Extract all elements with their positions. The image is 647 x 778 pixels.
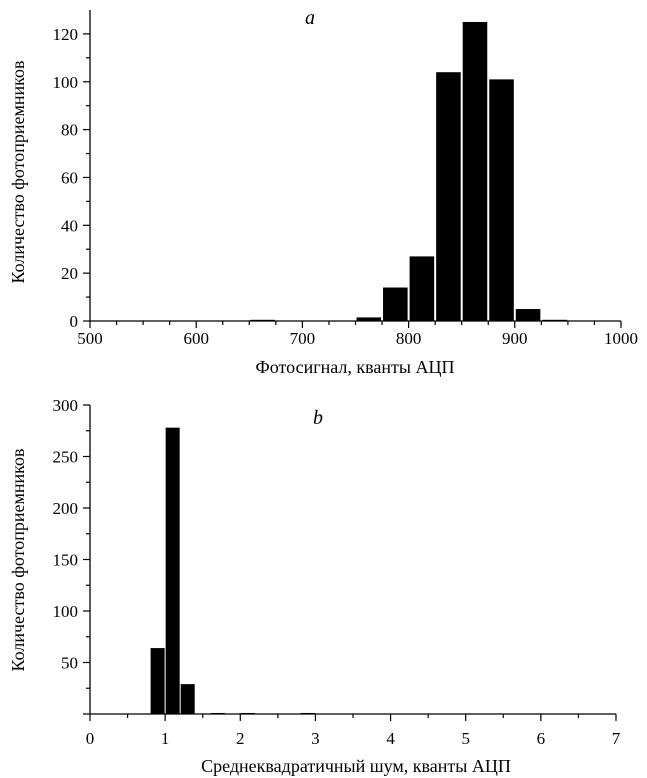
panel-b-y-tick-label-3: 200 <box>53 499 79 518</box>
panel-b-y-tick-label-0: 50 <box>61 654 78 673</box>
panel-a-y-ticks: 0 20 40 60 80 100 120 <box>53 25 90 331</box>
panel-b-y-tick-label-2: 150 <box>53 551 79 570</box>
panel-a-bar-5 <box>462 21 488 322</box>
panel-b-bars <box>150 427 315 714</box>
panel-a-bar-6 <box>489 79 514 321</box>
panel-b-y-ticks: 50 100 150 200 250 300 <box>53 396 90 715</box>
panel-a-x-axis-title: Фотосигнал, кванты АЦП <box>256 357 455 377</box>
panel-a-y-tick-label-2: 40 <box>61 216 78 235</box>
panel-b-x-axis-title: Среднеквадратичный шум, кванты АЦП <box>201 756 511 776</box>
panel-b-y-tick-label-5: 300 <box>53 396 79 415</box>
panel-a-bar-2 <box>383 287 408 321</box>
panel-a-y-tick-label-5: 100 <box>53 73 79 92</box>
panel-a: 500 600 700 800 900 1000 0 20 40 60 80 100 120 a Фо… <box>8 7 638 377</box>
panel-a-bar-7 <box>515 309 541 321</box>
panel-b-letter: b <box>313 407 323 429</box>
panel-a-bar-1 <box>356 317 382 321</box>
panel-a-x-tick-label-4: 900 <box>502 329 528 348</box>
panel-b-x-tick-label-3: 3 <box>311 729 320 748</box>
panel-a-x-tick-label-0: 500 <box>77 329 103 348</box>
panel-a-bars <box>250 21 567 322</box>
panel-a-y-tick-label-6: 120 <box>53 25 79 44</box>
panel-a-x-tick-label-5: 1000 <box>604 329 638 348</box>
panel-b-x-tick-label-4: 4 <box>386 729 395 748</box>
panel-a-x-tick-label-2: 700 <box>290 329 316 348</box>
panel-b-y-tick-label-1: 100 <box>53 602 79 621</box>
panel-b-x-tick-label-5: 5 <box>461 729 470 748</box>
panel-b-y-tick-label-4: 250 <box>53 448 79 467</box>
panel-a-bar-4 <box>436 72 461 321</box>
panel-b-x-tick-label-7: 7 <box>612 729 621 748</box>
panel-b-bar-2 <box>180 684 195 714</box>
panel-a-y-tick-label-1: 20 <box>61 264 78 283</box>
panel-b-x-ticks: 0 1 2 3 4 5 6 7 <box>86 714 621 748</box>
panel-a-bar-3 <box>409 256 435 321</box>
panel-b-x-tick-label-2: 2 <box>236 729 245 748</box>
panel-b-y-axis-title: Количество фотоприемников <box>8 448 28 671</box>
panel-a-x-tick-label-1: 600 <box>183 329 209 348</box>
panel-a-y-tick-label-3: 60 <box>61 168 78 187</box>
panel-b-x-tick-label-0: 0 <box>86 729 95 748</box>
panel-a-letter: a <box>305 7 315 29</box>
panel-a-y-axis-title: Количество фотоприемников <box>8 60 28 283</box>
panel-a-x-tick-label-3: 800 <box>396 329 422 348</box>
panel-a-x-ticks: 500 600 700 800 900 1000 <box>77 321 638 348</box>
panel-b-x-tick-label-6: 6 <box>537 729 546 748</box>
panel-b-bar-1 <box>165 427 180 714</box>
panel-b: 0 1 2 3 4 5 6 7 50 100 150 200 250 300 b Среднеквадр… <box>8 396 621 776</box>
panel-b-bar-0 <box>150 648 165 714</box>
panel-a-y-tick-label-0: 0 <box>70 312 79 331</box>
panel-a-y-tick-label-4: 80 <box>61 121 78 140</box>
panel-b-x-tick-label-1: 1 <box>161 729 170 748</box>
